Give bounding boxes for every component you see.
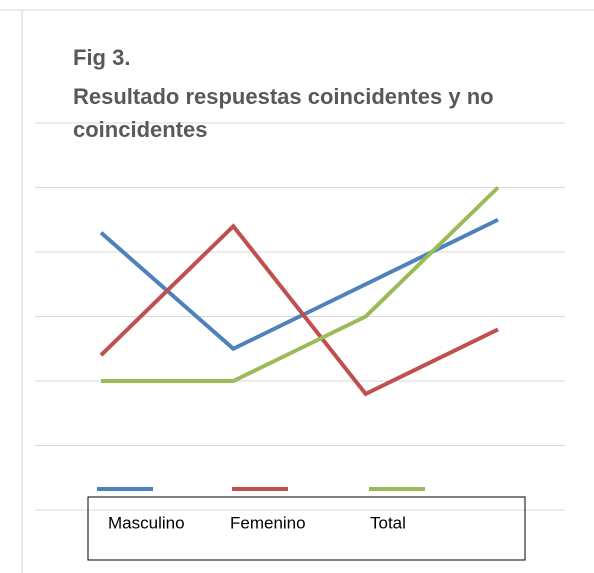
- line-series: [99, 223, 499, 397]
- legend-box: [87, 496, 526, 561]
- legend-label: Femenino: [230, 513, 306, 532]
- line-series: [99, 217, 499, 352]
- line-series: [101, 186, 500, 383]
- legend-label: Total: [370, 513, 406, 532]
- chart-subtitle: Resultado respuestas coincidentes y no c…: [73, 84, 494, 142]
- chart-title: Fig 3.: [73, 45, 131, 70]
- legend-label: Masculino: [108, 513, 185, 532]
